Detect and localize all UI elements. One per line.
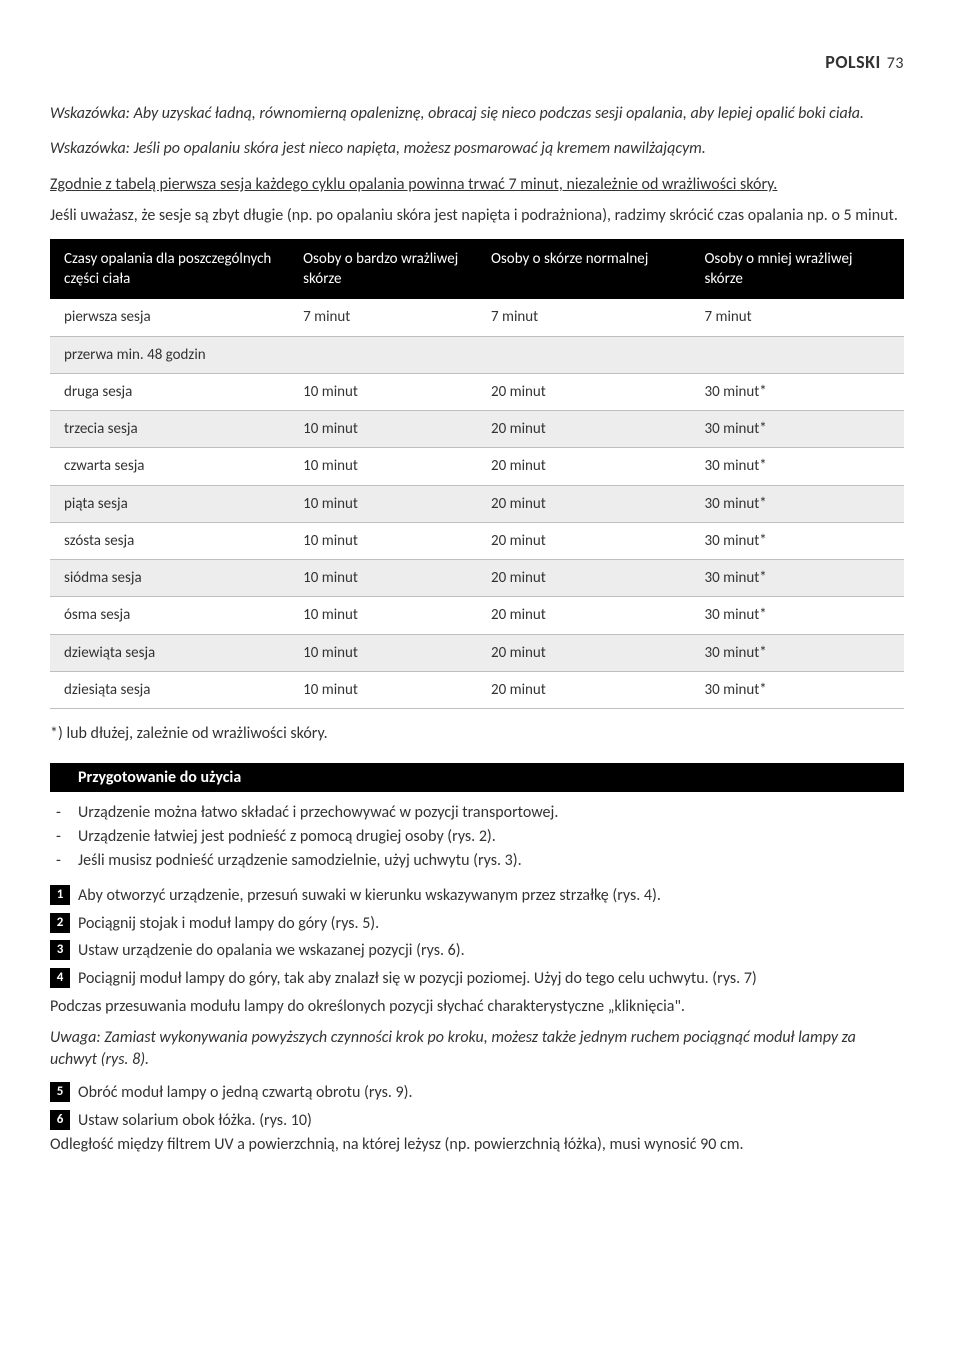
table-cell: 10 minut — [289, 597, 477, 634]
table-cell: 30 minut* — [690, 448, 904, 485]
table-cell: 30 minut* — [690, 560, 904, 597]
th-3: Osoby o mniej wrażliwej skórze — [690, 239, 904, 300]
step-text: Obróć moduł lampy o jedną czwartą obrotu… — [78, 1082, 904, 1104]
step: 3 Ustaw urządzenie do opalania we wskazan… — [50, 940, 904, 962]
table-cell: 7 minut — [289, 299, 477, 336]
table-cell: piąta sesja — [50, 485, 289, 522]
table-cell: 20 minut — [477, 411, 691, 448]
page-header: POLSKI 73 — [50, 50, 904, 75]
paragraph-1: Jeśli uważasz, że sesje są zbyt długie (… — [50, 205, 904, 227]
table-cell: 10 minut — [289, 522, 477, 559]
step-5: 5 Obróć moduł lampy o jedną czwartą obro… — [50, 1082, 904, 1104]
step: 4 Pociągnij moduł lampy do góry, tak aby … — [50, 968, 904, 990]
table-cell: druga sesja — [50, 373, 289, 410]
table-row: pierwsza sesja7 minut7 minut7 minut — [50, 299, 904, 336]
step-number: 3 — [50, 940, 70, 960]
list-item: Urządzenie łatwiej jest podnieść z pomoc… — [78, 826, 904, 848]
table-cell: 20 minut — [477, 448, 691, 485]
table-row: siódma sesja10 minut20 minut30 minut* — [50, 560, 904, 597]
step-6: 6 Ustaw solarium obok łóżka. (rys. 10) — [50, 1110, 904, 1132]
table-cell: szósta sesja — [50, 522, 289, 559]
table-cell: 10 minut — [289, 634, 477, 671]
step-number: 6 — [50, 1110, 70, 1130]
step-text: Ustaw urządzenie do opalania we wskazane… — [78, 940, 904, 962]
table-row: ósma sesja10 minut20 minut30 minut* — [50, 597, 904, 634]
table-row: dziewiąta sesja10 minut20 minut30 minut* — [50, 634, 904, 671]
th-0: Czasy opalania dla poszczególnych części… — [50, 239, 289, 300]
table-cell: 10 minut — [289, 411, 477, 448]
sub-paragraph-1: Podczas przesuwania modułu lampy do okre… — [50, 996, 904, 1018]
table-cell: dziesiąta sesja — [50, 671, 289, 708]
list-item: Jeśli musisz podnieść urządzenie samodzi… — [78, 850, 904, 872]
table-cell: czwarta sesja — [50, 448, 289, 485]
sub-paragraph-2: Odległość między filtrem UV a powierzchn… — [50, 1134, 904, 1156]
table-cell: 10 minut — [289, 373, 477, 410]
step-number: 4 — [50, 968, 70, 988]
table-cell: pierwsza sesja — [50, 299, 289, 336]
step-number: 2 — [50, 913, 70, 933]
step: 1 Aby otworzyć urządzenie, przesuń suwaki… — [50, 885, 904, 907]
table-row: czwarta sesja10 minut20 minut30 minut* — [50, 448, 904, 485]
table-row: druga sesja10 minut20 minut30 minut* — [50, 373, 904, 410]
table-cell: ósma sesja — [50, 597, 289, 634]
step: 2 Pociągnij stojak i moduł lampy do góry … — [50, 913, 904, 935]
footnote: *) lub dłużej, zależnie od wrażliwości s… — [50, 723, 904, 745]
table-cell: 20 minut — [477, 597, 691, 634]
step-text: Pociągnij stojak i moduł lampy do góry (… — [78, 913, 904, 935]
table-cell: 30 minut* — [690, 522, 904, 559]
table-cell: 20 minut — [477, 485, 691, 522]
note-italic: Uwaga: Zamiast wykonywania powyższych cz… — [50, 1027, 904, 1070]
list-item: Urządzenie można łatwo składać i przecho… — [78, 802, 904, 824]
step-text: Pociągnij moduł lampy do góry, tak aby z… — [78, 968, 904, 990]
table-cell: 7 minut — [477, 299, 691, 336]
bullet-list: Urządzenie można łatwo składać i przecho… — [50, 802, 904, 871]
table-cell: dziewiąta sesja — [50, 634, 289, 671]
step-number: 1 — [50, 885, 70, 905]
table-row: przerwa min. 48 godzin — [50, 336, 904, 373]
table-cell: 10 minut — [289, 485, 477, 522]
table-cell: 30 minut* — [690, 597, 904, 634]
th-2: Osoby o skórze normalnej — [477, 239, 691, 300]
step-text: Ustaw solarium obok łóżka. (rys. 10) — [78, 1110, 904, 1132]
table-header-row: Czasy opalania dla poszczególnych części… — [50, 239, 904, 300]
table-cell: 30 minut* — [690, 411, 904, 448]
table-cell: 20 minut — [477, 560, 691, 597]
table-row: dziesiąta sesja10 minut20 minut30 minut* — [50, 671, 904, 708]
table-cell: 10 minut — [289, 560, 477, 597]
table-row: piąta sesja10 minut20 minut30 minut* — [50, 485, 904, 522]
table-cell: siódma sesja — [50, 560, 289, 597]
page-number: 73 — [887, 54, 904, 73]
table-cell: 10 minut — [289, 671, 477, 708]
th-1: Osoby o bardzo wrażliwej skórze — [289, 239, 477, 300]
table-cell-span: przerwa min. 48 godzin — [50, 336, 904, 373]
table-row: szósta sesja10 minut20 minut30 minut* — [50, 522, 904, 559]
step-text: Aby otworzyć urządzenie, przesuń suwaki … — [78, 885, 904, 907]
table-cell: 10 minut — [289, 448, 477, 485]
table-cell: 30 minut* — [690, 634, 904, 671]
tip-2: Wskazówka: Jeśli po opalaniu skóra jest … — [50, 138, 904, 160]
step-number: 5 — [50, 1082, 70, 1102]
tanning-schedule-table: Czasy opalania dla poszczególnych części… — [50, 239, 904, 709]
table-cell: 30 minut* — [690, 485, 904, 522]
table-cell: trzecia sesja — [50, 411, 289, 448]
underline-note: Zgodnie z tabelą pierwsza sesja każdego … — [50, 174, 904, 196]
section-header: Przygotowanie do użycia — [50, 763, 904, 793]
table-cell: 20 minut — [477, 671, 691, 708]
table-cell: 30 minut* — [690, 373, 904, 410]
table-cell: 20 minut — [477, 634, 691, 671]
table-cell: 7 minut — [690, 299, 904, 336]
table-row: trzecia sesja10 minut20 minut30 minut* — [50, 411, 904, 448]
table-cell: 30 minut* — [690, 671, 904, 708]
table-cell: 20 minut — [477, 373, 691, 410]
table-cell: 20 minut — [477, 522, 691, 559]
tip-1: Wskazówka: Aby uzyskać ładną, równomiern… — [50, 103, 904, 125]
header-title: POLSKI — [825, 51, 881, 73]
